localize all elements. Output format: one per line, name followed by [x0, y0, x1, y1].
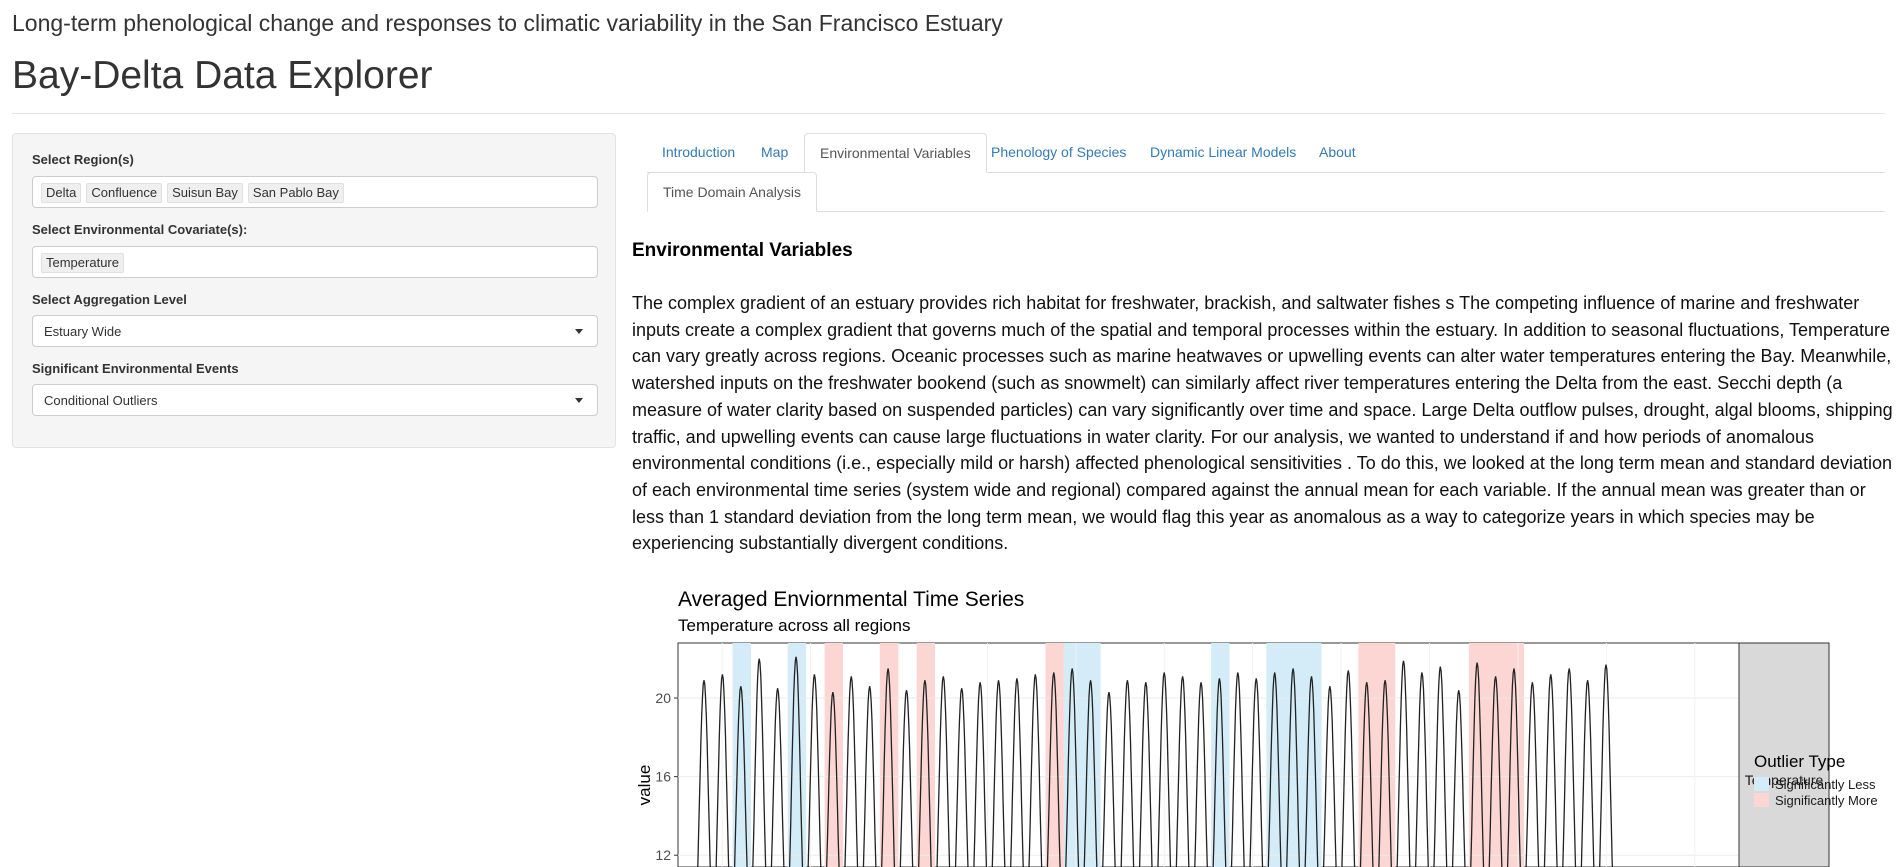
tab-time-domain-analysis[interactable]: Time Domain Analysis — [647, 172, 817, 212]
region-chip[interactable]: Confluence — [86, 183, 163, 203]
covariate-chip[interactable]: Temperature — [41, 253, 124, 273]
tab-dynamic-linear-models[interactable]: Dynamic Linear Models — [1150, 144, 1297, 160]
facet-strip — [1738, 642, 1830, 867]
y-tick-label: 12 — [655, 847, 671, 863]
covariate-chips: Temperature — [41, 253, 124, 273]
y-tick-label: 20 — [655, 690, 671, 706]
outlier-band — [824, 643, 843, 867]
outlier-band — [916, 643, 936, 867]
tab-about[interactable]: About — [1319, 144, 1356, 160]
events-label: Significant Environmental Events — [32, 361, 239, 376]
chart-subtitle: Temperature across all regions — [678, 616, 911, 635]
region-chip[interactable]: Suisun Bay — [167, 183, 243, 203]
outlier-band — [732, 643, 751, 867]
tab-bar-row2: Time Domain Analysis — [647, 172, 1885, 212]
legend-entry: Significantly More — [1775, 793, 1878, 808]
region-chip[interactable]: San Pablo Bay — [247, 183, 344, 203]
covariate-label: Select Environmental Covariate(s): — [32, 222, 248, 237]
app-title: Bay-Delta Data Explorer — [12, 54, 433, 97]
header-divider — [12, 113, 1885, 114]
chevron-down-icon — [575, 329, 583, 334]
legend-title: Outlier Type — [1754, 752, 1845, 771]
events-select[interactable]: Conditional Outliers — [32, 384, 598, 416]
aggregation-label: Select Aggregation Level — [32, 292, 187, 307]
tab-environmental-variables[interactable]: Environmental Variables — [804, 133, 987, 173]
outlier-band — [1468, 643, 1525, 867]
region-chips: Delta Confluence Suisun Bay San Pablo Bay — [41, 183, 344, 203]
aggregation-select[interactable]: Estuary Wide — [32, 315, 598, 347]
events-value: Conditional Outliers — [44, 393, 158, 408]
series-line-temperature — [697, 656, 1613, 867]
covariate-select[interactable]: Temperature — [32, 246, 598, 278]
region-label: Select Region(s) — [32, 152, 134, 167]
legend-entry: Significantly Less — [1775, 777, 1876, 792]
y-axis-label: value — [635, 765, 654, 806]
chart-title: Averaged Enviornmental Time Series — [678, 588, 1025, 611]
app-subtitle: Long-term phenological change and respon… — [12, 10, 1003, 36]
tab-phenology-of-species[interactable]: Phenology of Species — [991, 144, 1127, 160]
region-select[interactable]: Delta Confluence Suisun Bay San Pablo Bay — [32, 176, 598, 208]
region-chip[interactable]: Delta — [41, 183, 82, 203]
section-heading: Environmental Variables — [632, 240, 853, 261]
description-paragraph: The complex gradient of an estuary provi… — [632, 293, 1893, 554]
y-tick-label: 16 — [655, 769, 671, 785]
legend-swatch — [1754, 793, 1769, 807]
tab-bar: Introduction Map Environmental Variables… — [647, 133, 1885, 173]
aggregation-value: Estuary Wide — [44, 324, 122, 339]
outlier-band — [1063, 643, 1101, 867]
chevron-down-icon — [575, 398, 583, 403]
tab-map[interactable]: Map — [761, 144, 789, 160]
sidebar-panel: Select Region(s) Delta Confluence Suisun B… — [12, 133, 616, 448]
outlier-band — [1211, 643, 1230, 867]
legend-swatch — [1754, 777, 1769, 791]
tab-introduction[interactable]: Introduction — [662, 144, 736, 160]
